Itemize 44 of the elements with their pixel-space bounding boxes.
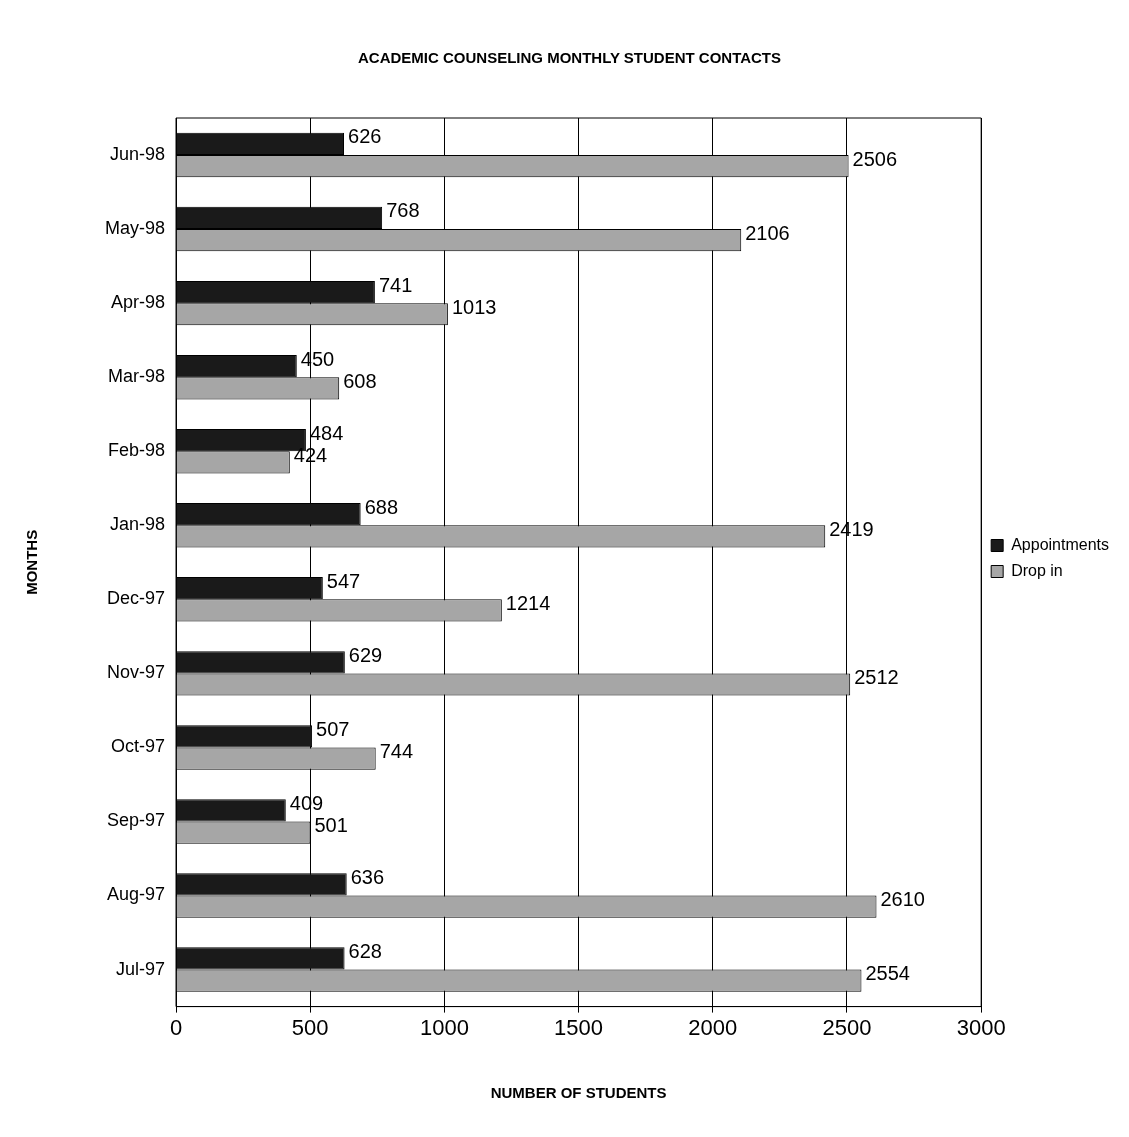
data-label: 636 <box>350 865 385 888</box>
data-label: 1214 <box>505 591 551 614</box>
data-label: 2512 <box>854 666 899 688</box>
y-axis-title: MONTHS <box>23 529 41 595</box>
x-tick-label: 2000 <box>688 1014 738 1040</box>
y-tick-label: Jun-98 <box>109 143 166 164</box>
y-tick-label: Jul-97 <box>115 958 166 979</box>
data-label: 626 <box>348 125 382 148</box>
chart-title: ACADEMIC COUNSELING MONTHLY STUDENT CONTACTS <box>357 49 782 67</box>
data-label: 2610 <box>880 888 925 911</box>
x-tick-label: 1500 <box>554 1014 604 1040</box>
data-label: 768 <box>386 199 420 222</box>
x-tick-label: 3000 <box>956 1014 1006 1040</box>
x-tick-label: 1000 <box>419 1014 469 1040</box>
y-tick-label: Dec-97 <box>106 588 166 609</box>
y-tick-label: Jan-98 <box>109 514 166 535</box>
data-label: 547 <box>326 569 361 592</box>
data-label: 741 <box>378 273 413 296</box>
y-tick-label: Oct-97 <box>110 736 166 757</box>
y-tick-label: May-98 <box>104 218 166 239</box>
data-label: 628 <box>348 939 382 962</box>
data-label: 501 <box>314 814 348 837</box>
x-tick-label: 2500 <box>822 1014 872 1040</box>
data-label: 2106 <box>745 221 790 244</box>
data-label: 2506 <box>852 147 898 170</box>
y-tick-label: Nov-97 <box>106 662 166 683</box>
data-label: 507 <box>316 717 350 740</box>
data-label: 1013 <box>451 295 497 318</box>
x-axis-title: NUMBER OF STUDENTS <box>490 1084 667 1102</box>
y-tick-label: Aug-97 <box>106 884 166 905</box>
legend-label: Appointments <box>1011 535 1110 553</box>
x-tick-label: 0 <box>169 1014 183 1040</box>
legend-label: Drop in <box>1011 561 1063 579</box>
y-tick-label: Mar-98 <box>108 366 166 387</box>
data-label: 744 <box>379 740 414 763</box>
data-label: 608 <box>343 369 377 392</box>
data-label: 629 <box>348 643 383 666</box>
y-tick-label: Apr-98 <box>110 292 166 313</box>
data-label: 484 <box>309 421 344 444</box>
y-tick-label: Sep-97 <box>106 810 166 831</box>
data-label: 688 <box>364 495 399 518</box>
x-tick-label: 500 <box>291 1014 329 1040</box>
data-label: 2554 <box>865 962 910 985</box>
y-tick-label: Feb-98 <box>107 440 166 461</box>
